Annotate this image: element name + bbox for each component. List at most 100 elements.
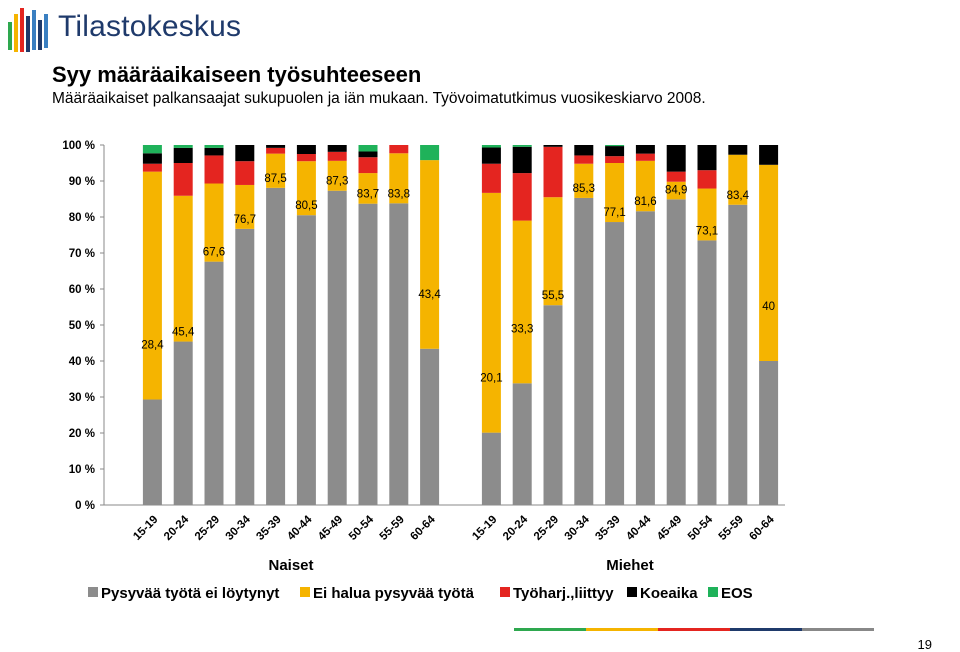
bar-segment xyxy=(605,222,625,506)
bar-segment xyxy=(358,157,378,174)
legend-swatch xyxy=(300,587,310,597)
y-tick-label: 40 % xyxy=(69,356,95,368)
x-tick-label: 30-34 xyxy=(224,513,254,543)
x-tick-label: 30-34 xyxy=(563,513,593,543)
y-tick-label: 0 % xyxy=(75,500,95,512)
data-label: 67,6 xyxy=(203,247,225,259)
bar-segment xyxy=(574,155,594,164)
legend-label: EOS xyxy=(721,585,753,602)
bar-segment xyxy=(697,145,717,171)
bar-segment xyxy=(327,145,347,152)
bar-segment xyxy=(697,188,717,241)
x-tick-label: 60-64 xyxy=(408,513,438,543)
bar-segment xyxy=(235,228,255,505)
bar-segment xyxy=(389,203,409,505)
data-label: 45,4 xyxy=(172,327,195,339)
data-label: 83,8 xyxy=(388,188,410,200)
bar-segment xyxy=(543,145,563,147)
data-label: 80,5 xyxy=(295,200,317,212)
bar-segment xyxy=(204,145,224,148)
x-tick-label: 25-29 xyxy=(532,514,561,543)
y-tick-label: 50 % xyxy=(69,320,95,332)
bar-segment xyxy=(204,155,224,184)
x-tick-label: 55-59 xyxy=(717,514,746,543)
bar-segment xyxy=(327,151,347,161)
data-label: 87,5 xyxy=(264,173,286,185)
bar-segment xyxy=(235,161,255,185)
y-tick-label: 100 % xyxy=(62,140,95,152)
legend-label: Koeaika xyxy=(640,585,698,602)
x-tick-label: 45-49 xyxy=(655,514,684,543)
legend-label: Pysyvää työtä ei löytynyt xyxy=(101,585,279,602)
bar-segment xyxy=(574,145,594,156)
bar-segment xyxy=(204,147,224,156)
bar-segment xyxy=(543,146,563,198)
bar-segment xyxy=(728,154,748,205)
x-tick-label: 15-19 xyxy=(131,514,160,543)
tilastokeskus-logo xyxy=(8,8,48,52)
data-label: 84,9 xyxy=(665,184,687,196)
data-label: 83,4 xyxy=(727,190,750,202)
y-tick-label: 10 % xyxy=(69,464,95,476)
bar-segment xyxy=(512,383,532,505)
bar-segment xyxy=(605,145,625,147)
bar-segment xyxy=(697,240,717,505)
bar-segment xyxy=(327,190,347,505)
legend-swatch xyxy=(88,587,98,597)
x-tick-label: 40-44 xyxy=(624,513,654,543)
bar-segment xyxy=(635,145,655,154)
page-number: 19 xyxy=(917,637,932,652)
bar-segment xyxy=(605,163,625,223)
x-tick-label: 25-29 xyxy=(193,514,222,543)
bar-segment xyxy=(173,147,193,163)
bar-segment xyxy=(142,399,162,505)
bar-segment xyxy=(204,183,224,262)
data-label: 73,1 xyxy=(696,225,718,237)
bar-segment xyxy=(266,153,286,188)
legend-swatch xyxy=(708,587,718,597)
bar-segment xyxy=(481,192,501,433)
bar-segment xyxy=(173,163,193,196)
data-label: 33,3 xyxy=(511,323,533,335)
legend-swatch xyxy=(500,587,510,597)
bar-segment xyxy=(512,146,532,174)
y-tick-label: 20 % xyxy=(69,428,95,440)
data-label: 83,7 xyxy=(357,189,379,201)
bar-segment xyxy=(266,145,286,148)
bar-segment xyxy=(666,181,686,200)
footer-line-4 xyxy=(730,628,802,631)
group-label: Miehet xyxy=(606,557,654,574)
bar-segment xyxy=(481,145,501,148)
y-tick-label: 60 % xyxy=(69,284,95,296)
bar-segment xyxy=(296,161,316,216)
bar-segment xyxy=(235,145,255,162)
data-label: 28,4 xyxy=(141,340,164,352)
bar-segment xyxy=(358,145,378,152)
data-label: 55,5 xyxy=(542,290,564,302)
x-tick-label: 55-59 xyxy=(378,514,407,543)
bar-segment xyxy=(574,197,594,506)
bar-segment xyxy=(420,145,440,161)
bar-segment xyxy=(327,160,347,191)
page-subtitle: Määräaikaiset palkansaajat sukupuolen ja… xyxy=(52,90,706,107)
y-tick-label: 90 % xyxy=(69,176,95,188)
bar-segment xyxy=(235,184,255,229)
y-tick-label: 70 % xyxy=(69,248,95,260)
bar-segment xyxy=(666,199,686,506)
bar-segment xyxy=(173,145,193,148)
x-tick-label: 50-54 xyxy=(686,513,716,543)
legend-swatch xyxy=(627,587,637,597)
x-tick-label: 40-44 xyxy=(285,513,315,543)
bar-segment xyxy=(635,211,655,506)
x-tick-label: 20-24 xyxy=(501,513,531,543)
bar-segment xyxy=(358,151,378,158)
bar-segment xyxy=(389,153,409,204)
bar-segment xyxy=(697,170,717,189)
bar-segment xyxy=(173,341,193,505)
bar-segment xyxy=(358,203,378,505)
y-tick-label: 80 % xyxy=(69,212,95,224)
footer-line-1 xyxy=(514,628,586,631)
bar-segment xyxy=(574,163,594,198)
bar-segment xyxy=(512,145,532,147)
x-tick-label: 20-24 xyxy=(162,513,192,543)
